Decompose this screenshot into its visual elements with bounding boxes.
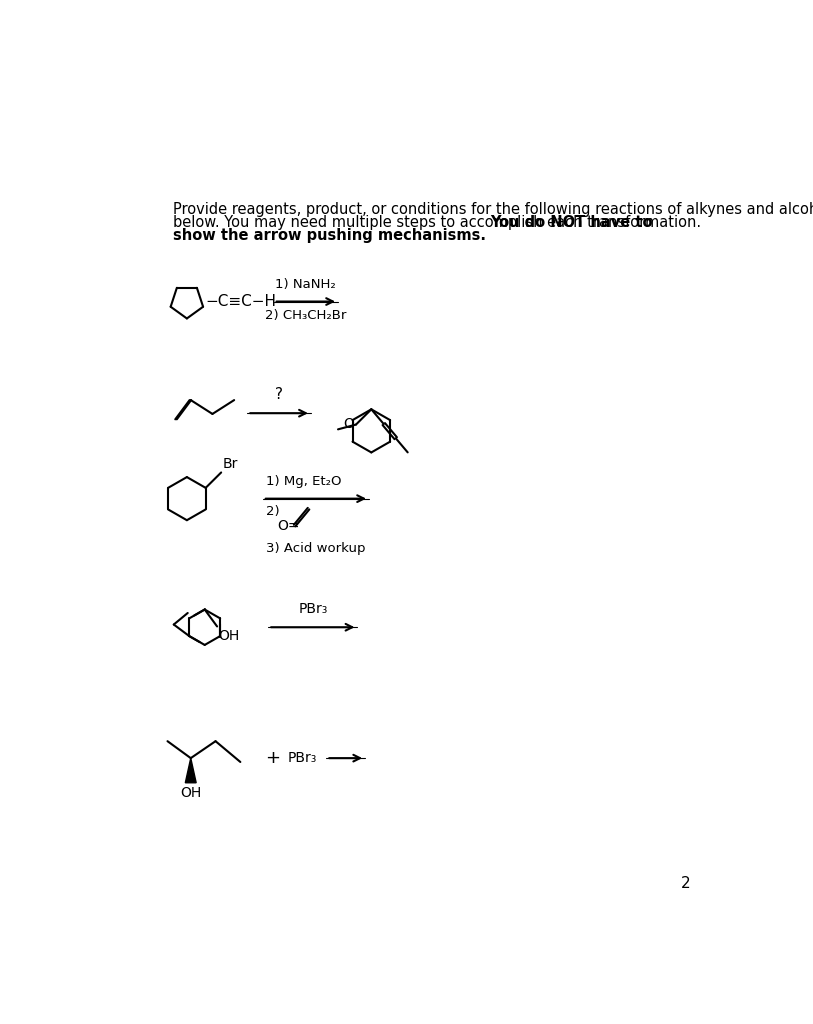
Text: 1) NaNH₂: 1) NaNH₂ xyxy=(276,278,337,291)
Text: show the arrow pushing mechanisms.: show the arrow pushing mechanisms. xyxy=(173,228,486,244)
Text: PBr₃: PBr₃ xyxy=(288,752,317,765)
Text: O: O xyxy=(343,417,354,431)
Text: 2): 2) xyxy=(266,505,280,518)
Text: O=: O= xyxy=(276,519,299,532)
Text: 2: 2 xyxy=(681,877,690,891)
Text: OH: OH xyxy=(180,785,202,800)
Text: Br: Br xyxy=(223,457,238,471)
Text: 3) Acid workup: 3) Acid workup xyxy=(266,542,365,555)
Text: 2) CH₃CH₂Br: 2) CH₃CH₂Br xyxy=(265,309,346,323)
Text: below. You may need multiple steps to accomplish each transformation.: below. You may need multiple steps to ac… xyxy=(173,215,706,230)
Text: PBr₃: PBr₃ xyxy=(298,602,328,616)
Text: 1) Mg, Et₂O: 1) Mg, Et₂O xyxy=(266,475,341,487)
Text: Provide reagents, product, or conditions for the following reactions of alkynes : Provide reagents, product, or conditions… xyxy=(173,202,813,217)
Text: OH: OH xyxy=(219,629,240,643)
Text: −C≡C−H: −C≡C−H xyxy=(206,294,276,309)
Text: ?: ? xyxy=(275,387,283,402)
Text: You do NOT have to: You do NOT have to xyxy=(490,215,653,230)
Polygon shape xyxy=(185,758,196,782)
Text: +: + xyxy=(264,750,280,767)
